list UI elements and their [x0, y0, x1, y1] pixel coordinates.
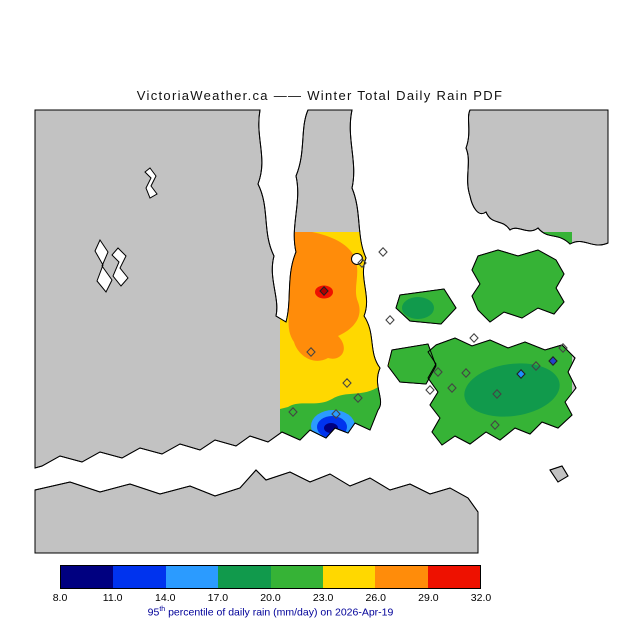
colorbar-segment — [113, 566, 166, 588]
contour-darkgreen-region — [464, 363, 560, 417]
colorbar — [60, 565, 481, 589]
station-marker — [319, 286, 329, 296]
colorbar-tick: 26.0 — [365, 592, 386, 604]
station-marker — [342, 378, 352, 388]
station-marker — [357, 258, 367, 268]
station-marker — [433, 367, 443, 377]
station-marker — [492, 389, 502, 399]
colorbar-tick: 23.0 — [312, 592, 334, 604]
station-markers — [288, 247, 568, 430]
lake — [111, 247, 129, 287]
colorbar-caption: 95th percentile of daily rain (mm/day) o… — [60, 606, 481, 619]
colorbar-tick: 29.0 — [418, 592, 439, 604]
contour-darkgreen-region — [402, 297, 434, 319]
station-marker — [306, 347, 316, 357]
plot-title: VictoriaWeather.ca —— Winter Total Daily… — [136, 88, 504, 103]
station-marker — [558, 343, 568, 353]
station-marker — [353, 393, 363, 403]
colorbar-tick: 20.0 — [260, 592, 281, 604]
station-marker — [516, 369, 526, 379]
station-marker — [469, 333, 479, 343]
station-marker — [378, 247, 388, 257]
colorbar-segment — [375, 566, 428, 588]
colorbar-segment — [427, 566, 480, 588]
station-marker — [385, 315, 395, 325]
station-marker — [288, 407, 298, 417]
colorbar-segment — [322, 566, 376, 588]
station-marker — [425, 385, 435, 395]
station-marker — [461, 368, 471, 378]
colorbar-tick: 17.0 — [207, 592, 229, 604]
colorbar-segment — [165, 566, 219, 588]
colorbar-tick: 14.0 — [155, 592, 176, 604]
land-masses — [34, 109, 609, 554]
station-marker — [548, 356, 558, 366]
station-marker — [531, 361, 541, 371]
lake — [94, 238, 113, 293]
lake — [144, 167, 158, 199]
station-marker — [447, 383, 457, 393]
colorbar-segment — [270, 566, 323, 588]
caption-rest: percentile of daily rain (mm/day) on 202… — [165, 606, 394, 619]
harbour-feature — [351, 253, 363, 265]
caption-base: 95 — [147, 606, 160, 619]
station-marker — [331, 409, 341, 419]
station-marker — [490, 420, 500, 430]
colorbar-segment — [218, 566, 271, 588]
colorbar-segment — [61, 566, 114, 588]
colorbar-ticks: 8.0 11.0 14.0 17.0 20.0 23.0 26.0 29.0 32.0 — [53, 592, 492, 605]
colorbar-tick: 8.0 — [52, 592, 68, 604]
caption-sup: th — [159, 606, 166, 613]
colorbar-tick: 11.0 — [102, 592, 123, 604]
colorbar-tick: 32.0 — [470, 592, 492, 604]
